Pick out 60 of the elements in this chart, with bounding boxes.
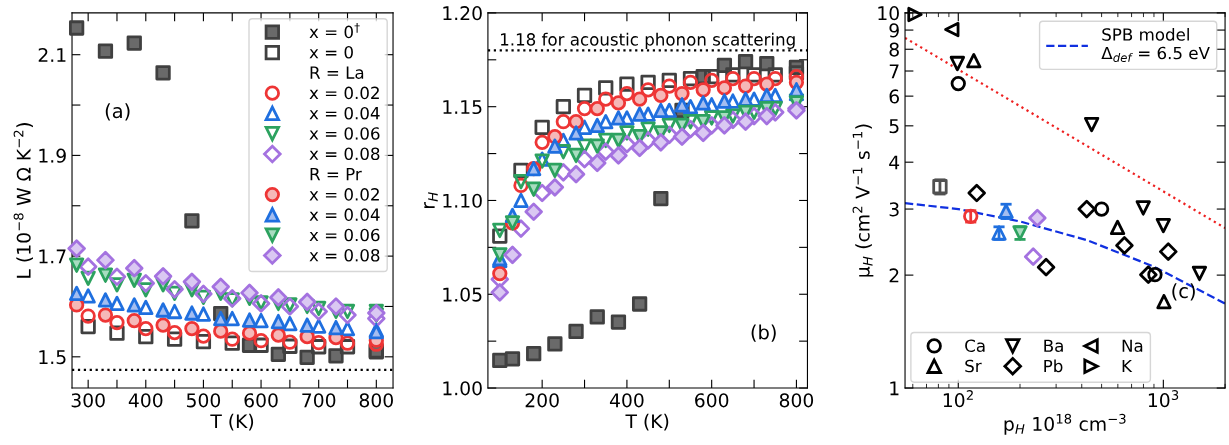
y-tick-label: 1 — [890, 381, 899, 396]
y-tick-label: 8 — [889, 42, 899, 57]
legend-label: x = 0.08 — [309, 147, 380, 161]
y-tick-label: 2 — [889, 268, 899, 283]
legend-label: Ca — [965, 339, 985, 353]
x-axis-title: p$_{H}$ 10$^{18}$ cm$^{−3}$ — [1004, 413, 1126, 435]
legend-label: Pb — [1044, 359, 1063, 373]
text: R = Pr — [310, 168, 362, 181]
x-tick-label: 200 — [525, 393, 559, 408]
legend-label: x = 0.06 — [309, 127, 380, 140]
legend-label: Na — [1122, 339, 1143, 353]
x-tick-label: 400 — [609, 393, 644, 408]
text: R = La — [310, 66, 364, 79]
x-tick-label: 600 — [244, 393, 278, 408]
y-tick-label: 1.9 — [39, 148, 66, 163]
y-tick-label: 1.00 — [443, 381, 482, 396]
legend-label: x = 0.02 — [309, 86, 379, 100]
y-tick-label: 6 — [889, 89, 899, 104]
x-tick-label: 800 — [359, 393, 393, 408]
legend-label: x = 0.04 — [309, 106, 380, 120]
y-tick-label: 7 — [889, 64, 899, 79]
legend-label: x = 0.06 — [309, 228, 380, 242]
x-axis-title: T (K) — [210, 413, 254, 431]
y-tick-label: 1.7 — [39, 249, 66, 264]
x-tick-label: 300 — [71, 393, 105, 408]
y-tick-label: 1.10 — [443, 193, 482, 208]
legend-label: Sr — [965, 359, 982, 373]
y-axis-title: L (10$^{−8}$ W Ω K$^{−2}$) — [13, 123, 33, 278]
legend-label: Ba — [1044, 339, 1063, 353]
annotation: (a) — [105, 103, 130, 121]
text: μ$_{H}$ (cm$^{2}$ V$^{−1}$ s$^{−1}$) — [852, 124, 874, 277]
x-axis-title: T (K) — [625, 413, 669, 431]
x-tick-label: 700 — [302, 393, 336, 408]
legend-label: x = 0.08 — [309, 248, 380, 262]
legend-label: x = 0 — [309, 46, 353, 59]
y-axis-title: r$_{H}$ — [424, 192, 438, 208]
y-tick-label: 4 — [889, 155, 900, 170]
x-tick-label: 10$^{2}$ — [943, 390, 973, 408]
y-tick-label: 5 — [889, 119, 899, 134]
x-tick-label: 500 — [186, 393, 221, 408]
annotation: (c) — [1172, 283, 1195, 301]
legend-label: x = 0$^{†}$ — [309, 23, 360, 39]
y-tick-label: 1.15 — [443, 100, 482, 115]
y-tick-label: 2.1 — [38, 47, 66, 62]
y-tick-label: 1.20 — [443, 6, 482, 21]
x-tick-label: 400 — [128, 393, 163, 408]
x-tick-label: 10$^{3}$ — [1148, 390, 1179, 408]
legend-label: SPB model Δ$_{def}$ = 6.5 eV — [1101, 27, 1210, 62]
y-tick-label: 1.5 — [39, 350, 66, 365]
legend-label: x = 0.02 — [309, 188, 379, 201]
y-tick-label: 10 — [878, 6, 899, 21]
x-tick-label: 600 — [695, 393, 729, 408]
annotation: (b) — [751, 324, 776, 342]
y-tick-label: 3 — [889, 202, 899, 217]
y-tick-label: 9 — [889, 23, 899, 38]
y-tick-label: 1.05 — [443, 287, 482, 302]
ref-line-label: 1.18 for acoustic phonon scattering — [501, 32, 795, 49]
legend-label: K — [1122, 359, 1133, 373]
x-tick-label: 800 — [779, 393, 814, 408]
legend-label: x = 0.04 — [309, 208, 380, 221]
